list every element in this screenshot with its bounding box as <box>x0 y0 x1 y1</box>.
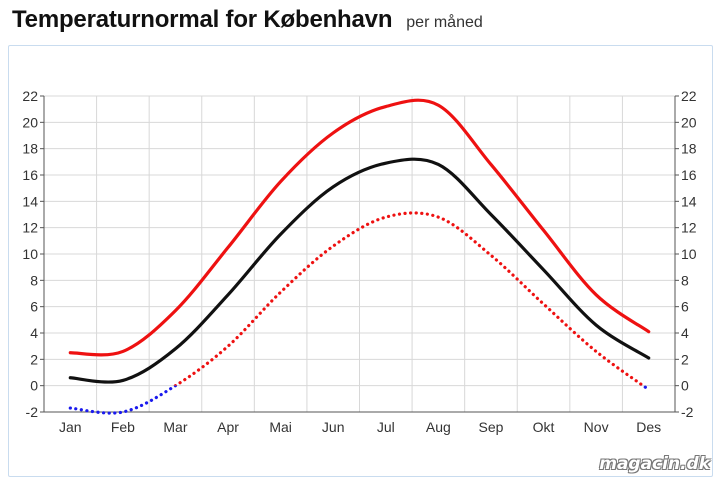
x-tick-label: Apr <box>217 419 239 435</box>
y-tick-label-right: 10 <box>681 246 697 262</box>
y-tick-label-left: 20 <box>22 114 38 130</box>
y-tick-label-right: 20 <box>681 114 697 130</box>
y-tick-label-left: 18 <box>22 141 38 157</box>
x-tick-label: Des <box>636 419 661 435</box>
y-tick-label-right: 12 <box>681 220 697 236</box>
y-tick-label-left: 14 <box>22 193 38 209</box>
chart-title: Temperaturnormal for København <box>12 6 393 33</box>
y-tick-label-right: 18 <box>681 141 697 157</box>
x-tick-label: Sep <box>478 419 503 435</box>
x-tick-label: Jun <box>322 419 345 435</box>
x-tick-label: Aug <box>426 419 451 435</box>
series-line-max <box>68 98 651 357</box>
chart-subtitle: per måned <box>406 14 483 31</box>
y-tick-label-left: 10 <box>22 246 38 262</box>
y-tick-label-right: 16 <box>681 167 697 183</box>
x-tick-label: Jan <box>59 419 82 435</box>
x-tick-label: Mar <box>163 419 187 435</box>
y-tick-label-left: 2 <box>30 351 38 367</box>
x-tick-label: Okt <box>533 419 555 435</box>
x-tick-label: Jul <box>377 419 395 435</box>
y-tick-label-right: 22 <box>681 88 697 104</box>
y-tick-label-left: 0 <box>30 378 38 394</box>
series-line-min <box>172 211 646 386</box>
y-tick-label-right: 4 <box>681 325 689 341</box>
y-tick-label-left: -2 <box>26 404 39 420</box>
y-tick-label-right: -2 <box>681 404 694 420</box>
watermark-logo: magacin.dk <box>599 454 710 474</box>
series-line-min-below-zero <box>68 385 651 415</box>
x-tick-label: Feb <box>111 419 135 435</box>
x-tick-label: Nov <box>584 419 609 435</box>
y-tick-label-left: 12 <box>22 220 38 236</box>
y-tick-label-right: 14 <box>681 193 697 209</box>
y-tick-label-left: 6 <box>30 299 38 315</box>
y-tick-label-left: 4 <box>30 325 38 341</box>
series-line-mean <box>68 157 651 384</box>
y-tick-label-right: 6 <box>681 299 689 315</box>
y-tick-label-right: 8 <box>681 272 689 288</box>
y-tick-label-right: 0 <box>681 378 689 394</box>
y-tick-label-left: 8 <box>30 272 38 288</box>
y-tick-label-right: 2 <box>681 351 689 367</box>
y-tick-label-left: 16 <box>22 167 38 183</box>
title-row: Temperaturnormal for København per måned <box>12 6 483 34</box>
x-tick-label: Mai <box>269 419 292 435</box>
y-tick-label-left: 22 <box>22 88 38 104</box>
